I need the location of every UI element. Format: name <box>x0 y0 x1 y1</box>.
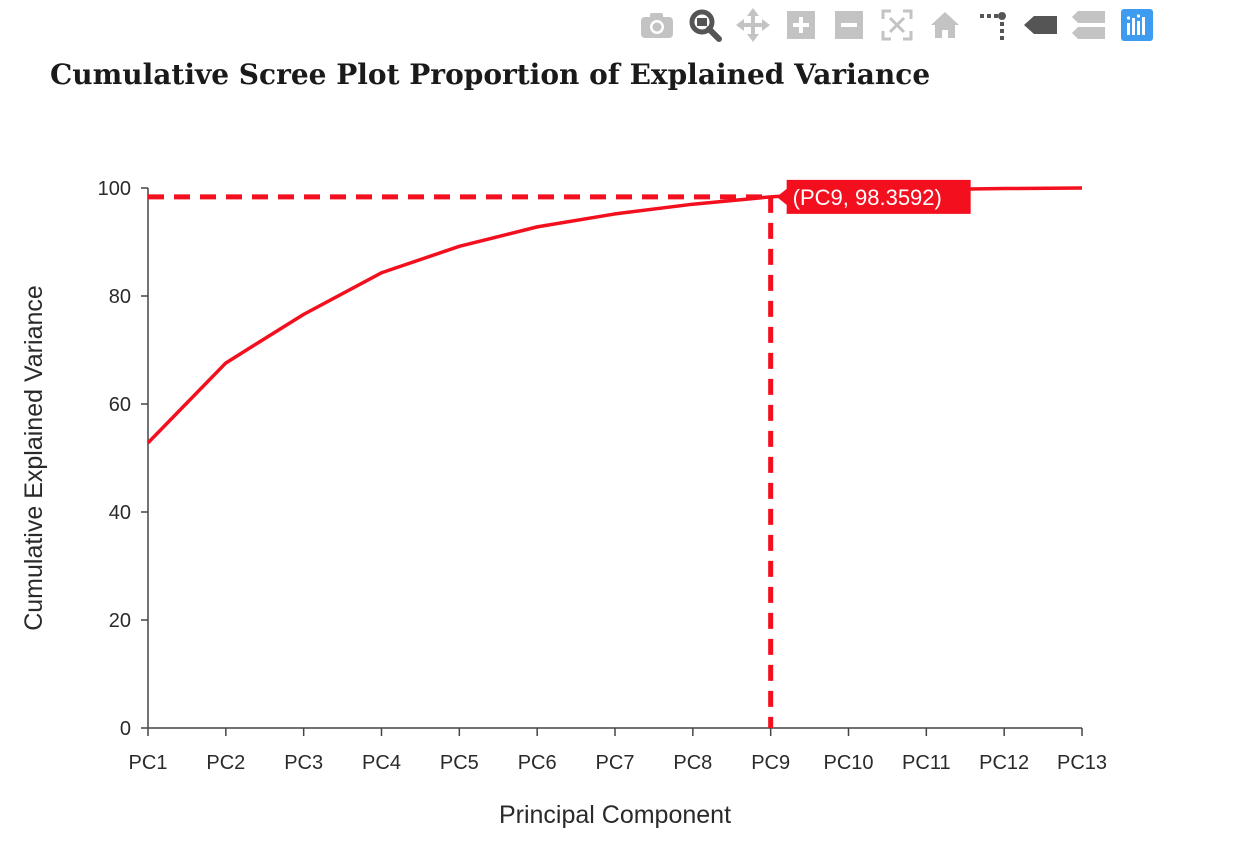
x-tick-label: PC2 <box>206 752 245 774</box>
x-tick-label: PC9 <box>751 752 790 774</box>
series-line[interactable] <box>146 186 1083 445</box>
pan-icon[interactable] <box>736 8 770 42</box>
x-tick-label: PC10 <box>823 752 873 774</box>
camera-icon[interactable] <box>640 8 674 42</box>
y-tick-label: 80 <box>109 286 131 308</box>
x-tick-label: PC13 <box>1057 752 1107 774</box>
y-tick-label: 40 <box>109 502 131 524</box>
y-tick-label: 0 <box>120 718 131 740</box>
x-axis-title: Principal Component <box>499 801 731 829</box>
plotly-logo-icon[interactable] <box>1120 8 1154 42</box>
modebar <box>640 6 1168 44</box>
autoscale-icon[interactable] <box>880 8 914 42</box>
y-tick-label: 20 <box>109 610 131 632</box>
zoom-icon[interactable] <box>688 8 722 42</box>
y-tick-label: 100 <box>98 178 131 200</box>
hover-tooltip: (PC9, 98.3592) <box>776 179 971 214</box>
zoom-out-icon[interactable] <box>832 8 866 42</box>
x-tick-label: PC8 <box>673 752 712 774</box>
x-tick-label: PC11 <box>902 752 951 774</box>
home-icon[interactable] <box>928 8 962 42</box>
spike-lines-icon[interactable] <box>976 8 1010 42</box>
x-tick-label: PC6 <box>518 752 557 774</box>
y-axis-title: Cumulative Explained Variance <box>20 285 48 631</box>
x-tick-label: PC12 <box>979 752 1029 774</box>
x-tick-label: PC3 <box>284 752 323 774</box>
zoom-in-icon[interactable] <box>784 8 818 42</box>
hover-label-text: (PC9, 98.3592) <box>793 185 942 210</box>
x-tick-label: PC7 <box>596 752 635 774</box>
hover-label-box <box>776 179 971 214</box>
hover-closest-icon[interactable] <box>1024 8 1058 42</box>
x-axis-ticks: PC1 PC2 PC3 PC4 PC5 PC6 PC7 PC8 PC9 PC10 PC11 PC12 P… <box>129 728 1107 774</box>
x-tick-label: PC5 <box>440 752 479 774</box>
x-tick-label: PC4 <box>362 752 401 774</box>
chart-title: Cumulative Scree Plot Proportion of Expl… <box>50 58 931 91</box>
y-axis-ticks: 0 20 40 60 80 100 <box>98 178 148 740</box>
hover-compare-icon[interactable] <box>1072 8 1106 42</box>
y-tick-label: 60 <box>109 394 131 416</box>
x-tick-label: PC1 <box>129 752 168 774</box>
